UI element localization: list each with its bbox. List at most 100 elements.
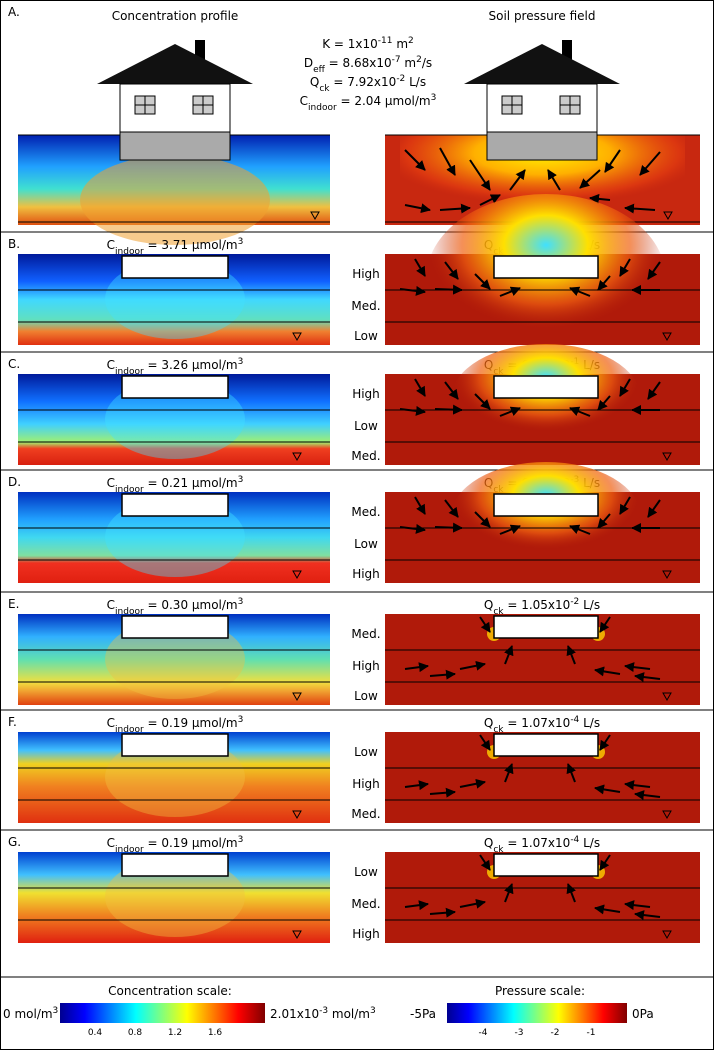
chimney [195, 40, 205, 62]
flow-arrow [429, 787, 456, 798]
q-ck: Qck = 1.07x10-4 L/s [484, 835, 600, 855]
flow-arrow [647, 261, 661, 280]
text-segment: C [107, 598, 115, 612]
flow-arrow [589, 193, 611, 204]
flow-arrow [474, 393, 491, 410]
text-segment: m [401, 56, 417, 70]
panel-label: E. [8, 597, 19, 611]
text-segment: = 2.04 µmol/m [337, 94, 431, 108]
water-table-marker [292, 570, 302, 580]
text-segment: -2 [396, 74, 405, 84]
flow-arrow [444, 261, 459, 280]
text-segment: 2.01x10 [270, 1007, 319, 1021]
layer-label: Low [354, 865, 378, 879]
legend-title: Pressure scale: [495, 984, 585, 998]
text-segment: Q [484, 598, 493, 612]
flow-arrow [404, 900, 429, 911]
flow-arrow [634, 672, 661, 683]
text-segment: eff [313, 65, 326, 75]
flow-arrow [504, 763, 514, 783]
flow-arrow [499, 286, 521, 297]
layer-label: Med. [351, 807, 380, 821]
pressure-glow [451, 462, 641, 572]
layer-label: Low [354, 689, 378, 703]
text-segment: = 1.07x10 [504, 836, 571, 850]
flow-arrow [569, 286, 591, 297]
parameter: Cindoor = 2.04 µmol/m3 [300, 93, 437, 113]
flow-arrow [569, 406, 591, 417]
flow-arrow [624, 780, 651, 791]
flow-arrow [404, 203, 431, 214]
text-segment: indoor [308, 103, 337, 113]
flow-arrow [499, 524, 521, 535]
flow-arrow [639, 151, 661, 176]
flow-arrow [434, 522, 463, 533]
text-segment: 3 [238, 475, 244, 485]
flow-arrow [566, 883, 576, 903]
panel-label: A. [8, 5, 20, 19]
text-segment: C [107, 716, 115, 730]
text-segment: C [107, 238, 115, 252]
water-table-marker [292, 452, 302, 462]
flow-arrow [429, 669, 456, 680]
text-segment: K = 1x10 [322, 37, 378, 51]
flow-arrow [547, 169, 561, 191]
text-segment: L/s [405, 75, 426, 89]
basement [493, 375, 599, 399]
flow-arrow [399, 523, 426, 534]
text-segment: ck [493, 845, 504, 855]
flow-arrow [509, 169, 526, 191]
flow-arrow [459, 660, 486, 671]
layer-label: Med. [351, 449, 380, 463]
flow-arrow [479, 734, 491, 751]
flow-arrow [439, 203, 471, 214]
flow-arrow [474, 273, 491, 290]
text-segment: ck [319, 84, 330, 94]
colorbar-tick: -1 [587, 1028, 596, 1038]
legend-min: -5Pa [410, 1007, 436, 1021]
c-indoor: Cindoor = 3.71 µmol/m3 [107, 237, 244, 257]
text-segment: 2 [408, 36, 414, 46]
flow-arrow [414, 258, 426, 277]
flow-arrow [434, 404, 463, 415]
flow-arrow [439, 147, 456, 176]
text-segment: L/s [579, 716, 600, 730]
layer-label: Med. [351, 897, 380, 911]
flow-arrow [624, 662, 651, 673]
basement [121, 375, 229, 399]
flow-arrow [594, 784, 621, 795]
text-segment: C [107, 836, 115, 850]
colorbar-tick: -3 [515, 1028, 524, 1038]
panel-label: D. [8, 475, 21, 489]
plume [105, 259, 245, 339]
flow-arrow [619, 258, 631, 277]
text-segment: indoor [115, 485, 144, 495]
legend-title: Concentration scale: [108, 984, 232, 998]
text-segment: = 8.68x10 [325, 56, 392, 70]
flow-arrow [459, 778, 486, 789]
flow-arrow [579, 169, 601, 189]
pressure-glow [451, 344, 641, 454]
text-segment: = 3.26 µmol/m [144, 358, 238, 372]
text-segment: 3 [370, 1006, 376, 1016]
text-segment: Q [484, 716, 493, 730]
colorbar-tick: -4 [479, 1028, 488, 1038]
pressure-colorbar [447, 1003, 627, 1023]
text-segment: = 0.19 µmol/m [144, 716, 238, 730]
layer-label: Low [354, 745, 378, 759]
flow-arrow [504, 645, 514, 665]
concentration-colorbar [60, 1003, 265, 1023]
plume [105, 619, 245, 699]
flow-arrow [604, 149, 621, 173]
text-segment: -4 [570, 715, 579, 725]
water-table-marker [663, 211, 673, 221]
flow-arrow [479, 194, 501, 206]
basement [121, 493, 229, 517]
text-segment: L/s [579, 598, 600, 612]
text-segment: = 7.92x10 [330, 75, 397, 89]
text-segment: m [393, 37, 409, 51]
basement [121, 255, 229, 279]
left-title: Concentration profile [112, 9, 239, 23]
text-segment: 3 [238, 357, 244, 367]
